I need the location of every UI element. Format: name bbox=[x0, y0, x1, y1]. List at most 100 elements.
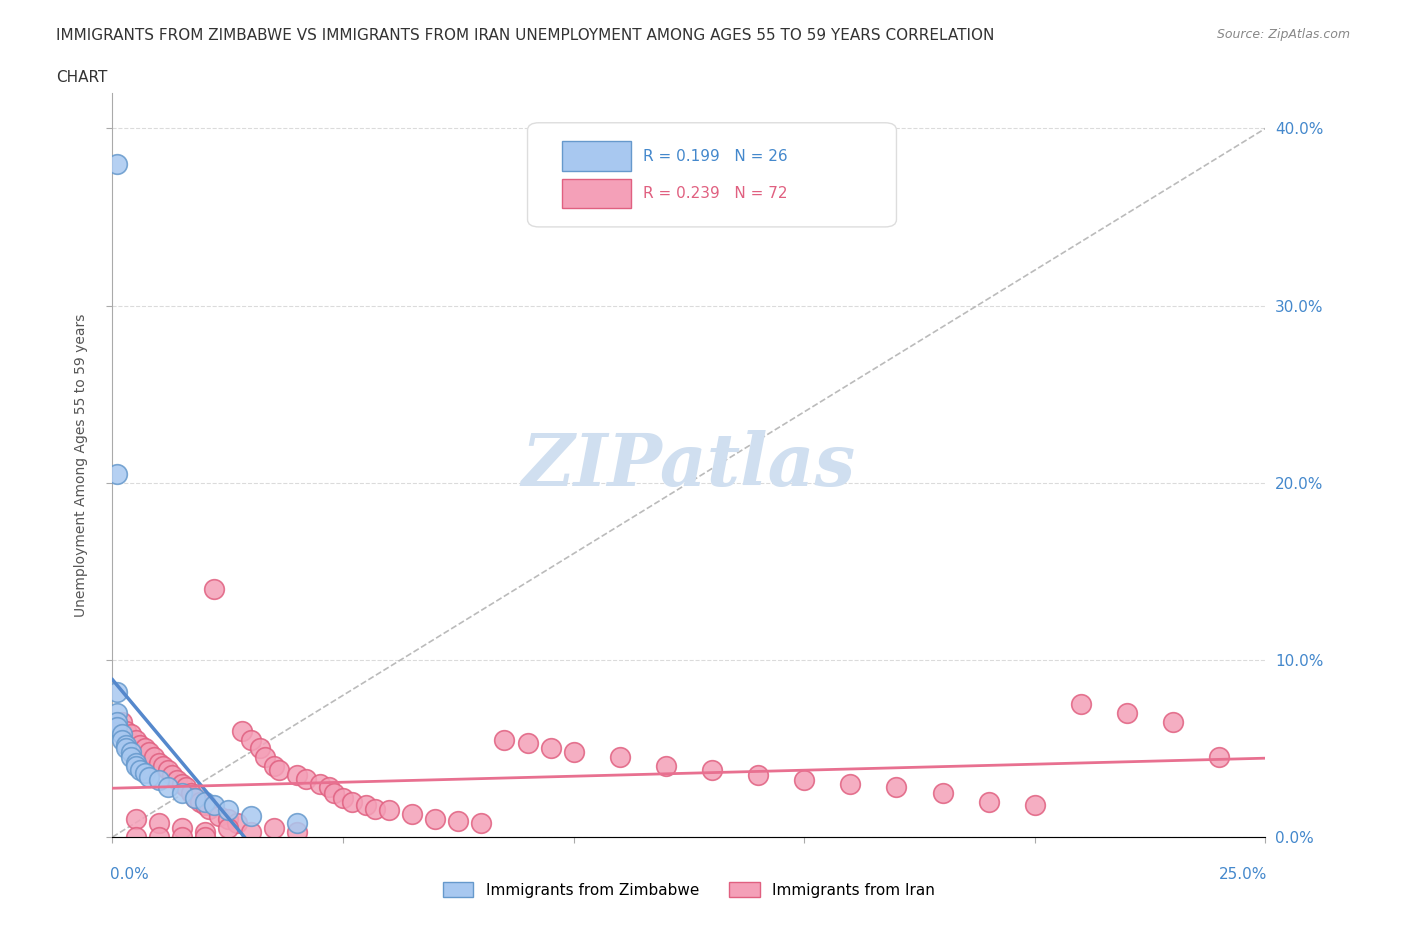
Point bbox=[747, 767, 769, 782]
Point bbox=[111, 727, 134, 742]
Point bbox=[655, 759, 678, 774]
Point bbox=[129, 737, 152, 752]
Point bbox=[105, 156, 128, 171]
Point bbox=[239, 824, 262, 839]
Point bbox=[148, 755, 170, 770]
Point bbox=[793, 773, 815, 788]
Point bbox=[198, 802, 221, 817]
Point bbox=[170, 820, 193, 835]
Point bbox=[111, 732, 134, 747]
Point bbox=[700, 763, 723, 777]
Text: IMMIGRANTS FROM ZIMBABWE VS IMMIGRANTS FROM IRAN UNEMPLOYMENT AMONG AGES 55 TO 5: IMMIGRANTS FROM ZIMBABWE VS IMMIGRANTS F… bbox=[56, 28, 994, 43]
Point bbox=[1208, 750, 1230, 764]
Point bbox=[202, 581, 225, 596]
Text: 0.0%: 0.0% bbox=[110, 867, 149, 882]
Point bbox=[129, 763, 152, 777]
Point bbox=[124, 812, 146, 827]
Text: R = 0.199   N = 26: R = 0.199 N = 26 bbox=[643, 149, 787, 164]
Point bbox=[170, 777, 193, 791]
Point bbox=[156, 780, 179, 795]
Point bbox=[285, 767, 308, 782]
Point bbox=[494, 732, 516, 747]
Point bbox=[253, 750, 276, 764]
Point bbox=[249, 741, 271, 756]
Point bbox=[156, 763, 179, 777]
Point bbox=[194, 824, 217, 839]
Point bbox=[115, 737, 138, 752]
Point bbox=[354, 798, 377, 813]
Point bbox=[120, 727, 142, 742]
Point bbox=[184, 790, 207, 805]
Point bbox=[120, 750, 142, 764]
Point bbox=[180, 785, 202, 800]
Point bbox=[124, 830, 146, 844]
Point bbox=[105, 714, 128, 729]
Point bbox=[124, 732, 146, 747]
Point bbox=[115, 724, 138, 738]
Point bbox=[295, 771, 318, 786]
Y-axis label: Unemployment Among Ages 55 to 59 years: Unemployment Among Ages 55 to 59 years bbox=[75, 313, 89, 617]
Point bbox=[239, 808, 262, 823]
Point bbox=[174, 780, 197, 795]
Point bbox=[124, 755, 146, 770]
Point bbox=[170, 785, 193, 800]
Point bbox=[839, 777, 862, 791]
Point bbox=[267, 763, 290, 777]
Point bbox=[285, 824, 308, 839]
Point bbox=[194, 794, 217, 809]
Bar bbox=[562, 141, 631, 171]
Point bbox=[342, 794, 364, 809]
Point bbox=[470, 816, 492, 830]
Point bbox=[143, 750, 166, 764]
Point bbox=[194, 830, 217, 844]
Point bbox=[105, 684, 128, 699]
FancyBboxPatch shape bbox=[527, 123, 897, 227]
Point bbox=[207, 808, 229, 823]
Point bbox=[111, 714, 134, 729]
Point bbox=[1161, 714, 1184, 729]
Legend: Immigrants from Zimbabwe, Immigrants from Iran: Immigrants from Zimbabwe, Immigrants fro… bbox=[437, 875, 941, 904]
Text: Source: ZipAtlas.com: Source: ZipAtlas.com bbox=[1216, 28, 1350, 41]
Point bbox=[148, 816, 170, 830]
Text: R = 0.239   N = 72: R = 0.239 N = 72 bbox=[643, 186, 787, 201]
Point bbox=[332, 790, 354, 805]
Point bbox=[562, 745, 585, 760]
Point bbox=[1070, 697, 1092, 711]
Point bbox=[364, 802, 387, 817]
Point bbox=[124, 759, 146, 774]
Point bbox=[378, 803, 401, 817]
Point bbox=[202, 798, 225, 813]
Point bbox=[309, 777, 332, 791]
Text: ZIPatlas: ZIPatlas bbox=[522, 430, 856, 500]
Point bbox=[322, 785, 344, 800]
Point bbox=[609, 750, 631, 764]
Point bbox=[285, 816, 308, 830]
Point bbox=[120, 745, 142, 760]
Point bbox=[184, 790, 207, 805]
Text: 25.0%: 25.0% bbox=[1219, 867, 1268, 882]
Point bbox=[138, 769, 160, 784]
Point bbox=[217, 803, 239, 817]
Point bbox=[401, 806, 423, 821]
Point bbox=[194, 798, 217, 813]
Point bbox=[977, 794, 1000, 809]
Point bbox=[217, 820, 239, 835]
Point bbox=[152, 759, 174, 774]
Point bbox=[231, 724, 253, 738]
Bar bbox=[562, 179, 631, 208]
Point bbox=[217, 812, 239, 827]
Point bbox=[134, 765, 156, 780]
Point bbox=[318, 780, 340, 795]
Point bbox=[188, 794, 211, 809]
Point bbox=[105, 720, 128, 735]
Point bbox=[886, 780, 908, 795]
Point bbox=[115, 741, 138, 756]
Point bbox=[1024, 798, 1046, 813]
Point bbox=[162, 767, 184, 782]
Point bbox=[134, 741, 156, 756]
Point bbox=[263, 820, 285, 835]
Point bbox=[105, 467, 128, 482]
Point bbox=[931, 785, 953, 800]
Text: CHART: CHART bbox=[56, 70, 108, 85]
Point bbox=[148, 773, 170, 788]
